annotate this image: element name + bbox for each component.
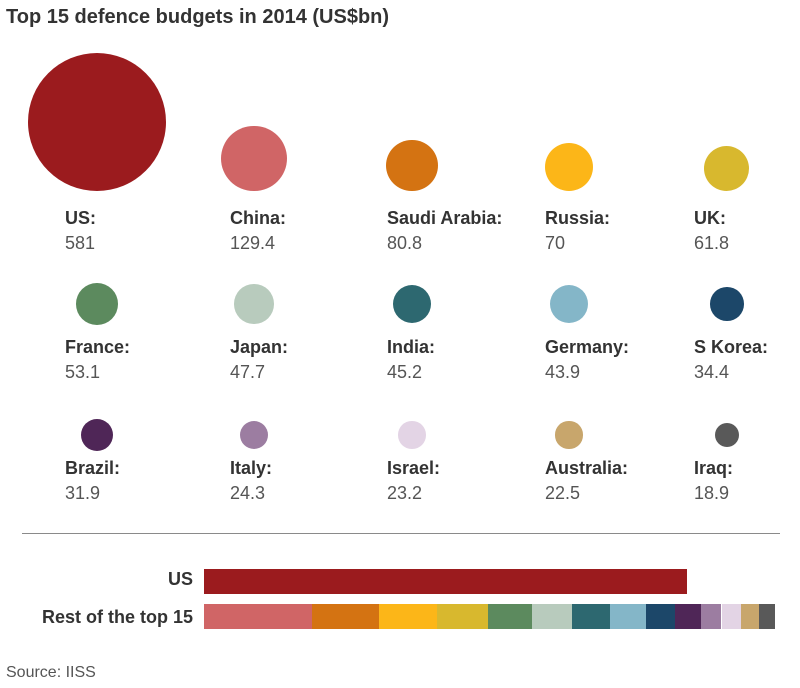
country-value-saudi-arabia: 80.8 (387, 233, 423, 253)
country-name-uk: UK: (694, 208, 726, 228)
bubble-uk (704, 145, 750, 191)
country-value-us: 581 (65, 233, 96, 253)
source-note: Source: IISS (6, 664, 96, 681)
country-name-israel: Israel: (387, 458, 441, 478)
country-name-australia: Australia: (545, 458, 629, 478)
country-value-uk: 61.8 (694, 233, 730, 253)
country-value-india: 45.2 (387, 362, 423, 382)
bubble-china (221, 125, 287, 191)
bar-segment-israel (721, 604, 741, 629)
country-name-japan: Japan: (230, 337, 289, 357)
country-name-india: India: (387, 337, 435, 357)
country-value-israel: 23.2 (387, 483, 423, 503)
bubble-france (76, 283, 118, 325)
bar-segment-brazil (674, 604, 702, 629)
divider-line (22, 533, 780, 534)
country-name-iraq: Iraq: (694, 458, 734, 478)
bar-segment-india (572, 604, 610, 629)
bubble-iraq (714, 422, 740, 448)
country-name-china: China: (230, 208, 286, 228)
bubble-italy (239, 420, 269, 450)
bubble-s-korea (710, 287, 744, 321)
bar-segment-china (204, 604, 312, 629)
country-name-us: US: (65, 208, 96, 228)
bar-segment-france (488, 604, 533, 629)
country-name-russia: Russia: (545, 208, 611, 228)
bubble-brazil (80, 418, 114, 452)
country-name-s-korea: S Korea: (694, 337, 769, 357)
bar-label-rest: Rest of the top 15 (41, 607, 193, 627)
bubble-germany (550, 285, 588, 323)
country-value-russia: 70 (545, 233, 566, 253)
country-name-france: France: (65, 337, 131, 357)
bubble-saudi-arabia (386, 139, 438, 191)
country-value-s-korea: 34.4 (694, 362, 730, 382)
bar-segment-italy (701, 604, 722, 629)
bar-segment-germany (609, 604, 647, 629)
country-value-germany: 43.9 (545, 362, 581, 382)
bar-segment-s-korea (646, 604, 675, 629)
bubble-japan (234, 284, 274, 324)
bar-segment-iraq (759, 604, 776, 629)
bar-segment-saudi-arabia (311, 604, 379, 629)
country-value-japan: 47.7 (230, 362, 266, 382)
country-name-italy: Italy: (230, 458, 273, 478)
country-value-china: 129.4 (230, 233, 276, 253)
bar-us (204, 569, 687, 594)
chart-title: Top 15 defence budgets in 2014 (US$bn) (6, 6, 390, 28)
country-name-germany: Germany: (545, 337, 630, 357)
country-value-australia: 22.5 (545, 483, 581, 503)
country-name-saudi-arabia: Saudi Arabia: (387, 208, 503, 228)
bar-segment-russia (378, 604, 437, 629)
bar-segment-uk (436, 604, 489, 629)
bar-label-us: US (167, 569, 193, 589)
country-value-italy: 24.3 (230, 483, 266, 503)
country-value-iraq: 18.9 (694, 483, 730, 503)
bar-segment-australia (740, 604, 760, 629)
country-name-brazil: Brazil: (65, 458, 121, 478)
bar-segment-japan (532, 604, 573, 629)
bubble-russia (545, 143, 593, 191)
bubble-australia (555, 421, 583, 449)
bubble-india (392, 284, 432, 324)
bubble-israel (398, 421, 426, 449)
country-value-france: 53.1 (65, 362, 101, 382)
country-value-brazil: 31.9 (65, 483, 101, 503)
bubble-us (28, 53, 166, 191)
